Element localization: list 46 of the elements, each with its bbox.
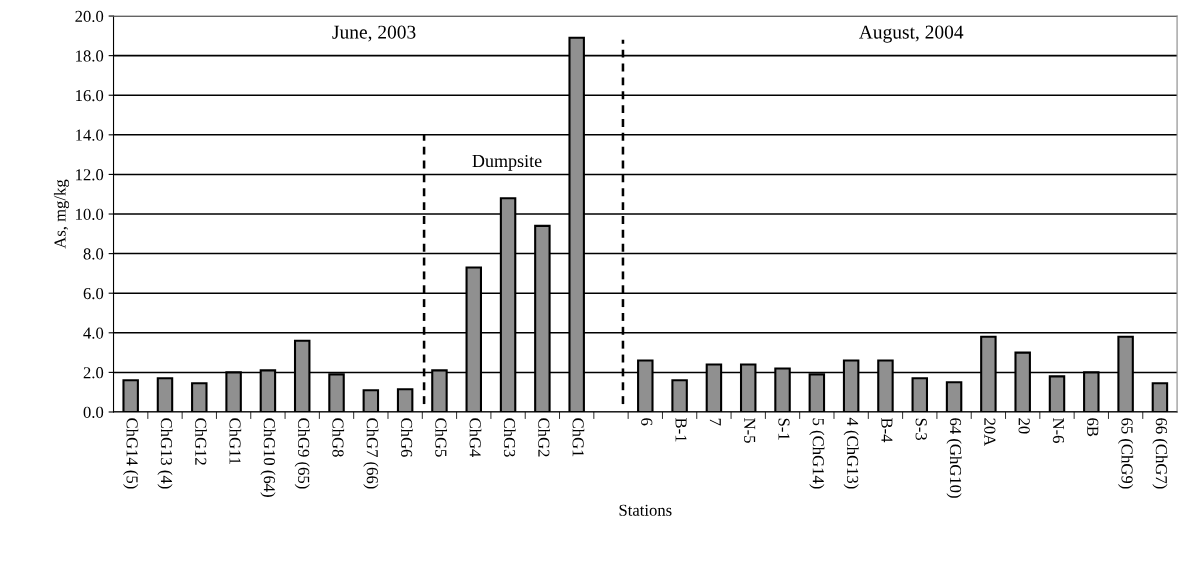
x-tick-label: 64 (GhG10)	[946, 418, 962, 498]
x-tick-label: ChG3	[503, 418, 516, 457]
x-tick-label: 6	[641, 418, 653, 426]
x-tick-label: ChG11	[229, 418, 242, 465]
x-tick-label: ChG9 (65)	[294, 418, 310, 489]
x-tick-label: 7	[709, 418, 721, 426]
x-tick-label: ChG14 (5)	[123, 418, 139, 489]
x-tick-label: 4 (ChG13)	[843, 417, 859, 489]
x-tick-label: 66 (ChG7)	[1152, 418, 1168, 489]
x-tick-label: 5 (ChG14)	[809, 418, 825, 489]
x-tick-label: B-1	[675, 418, 687, 442]
y-tick-label: 18.0	[76, 50, 104, 62]
x-tick-label: ChG7 (66)	[363, 418, 379, 489]
x-tick-label: ChG5	[435, 418, 448, 457]
x-tick-label: 20	[1018, 418, 1030, 434]
y-tick-label: 10.0	[76, 208, 104, 221]
x-tick-label: S-3	[915, 418, 927, 441]
x-tick-label: ChG8	[332, 418, 345, 457]
x-tick-label: ChG10 (64)	[260, 418, 276, 497]
x-tick-label: ChG6	[400, 418, 413, 457]
y-tick-label: 20.0	[75, 10, 104, 23]
x-tick-label: B-4	[881, 418, 893, 443]
y-tick-label: 16.0	[76, 89, 104, 102]
x-tick-label: N-5	[744, 418, 756, 443]
x-tick-label: N-6	[1052, 418, 1065, 443]
annotation: June, 2003	[332, 25, 416, 42]
x-tick-label: ChG12	[195, 418, 207, 465]
x-tick-label: 6B	[1087, 418, 1099, 437]
y-tick-label: 12.0	[76, 169, 104, 181]
x-tick-label: ChG4	[469, 418, 482, 458]
x-axis-title: Stations	[619, 504, 672, 516]
annotation: August, 2004	[858, 25, 964, 43]
x-tick-label: 20A	[984, 418, 996, 447]
annotation: Dumpsite	[472, 154, 542, 171]
x-tick-label: 65 (ChG9)	[1118, 418, 1134, 489]
y-tick-label: 8.0	[83, 248, 104, 260]
y-tick-label: 4.0	[83, 327, 104, 339]
x-tick-label: ChG2	[538, 418, 550, 457]
x-tick-label: ChG1	[572, 418, 585, 457]
x-tick-label: ChG13 (4)	[157, 418, 173, 489]
y-tick-label: 0.0	[83, 406, 104, 419]
y-axis-title: As, mg/kg	[53, 179, 70, 249]
y-tick-label: 14.0	[76, 129, 104, 141]
y-tick-label: 6.0	[83, 287, 104, 300]
y-tick-label: 2.0	[83, 367, 104, 379]
x-tick-label: S-1	[778, 418, 790, 440]
